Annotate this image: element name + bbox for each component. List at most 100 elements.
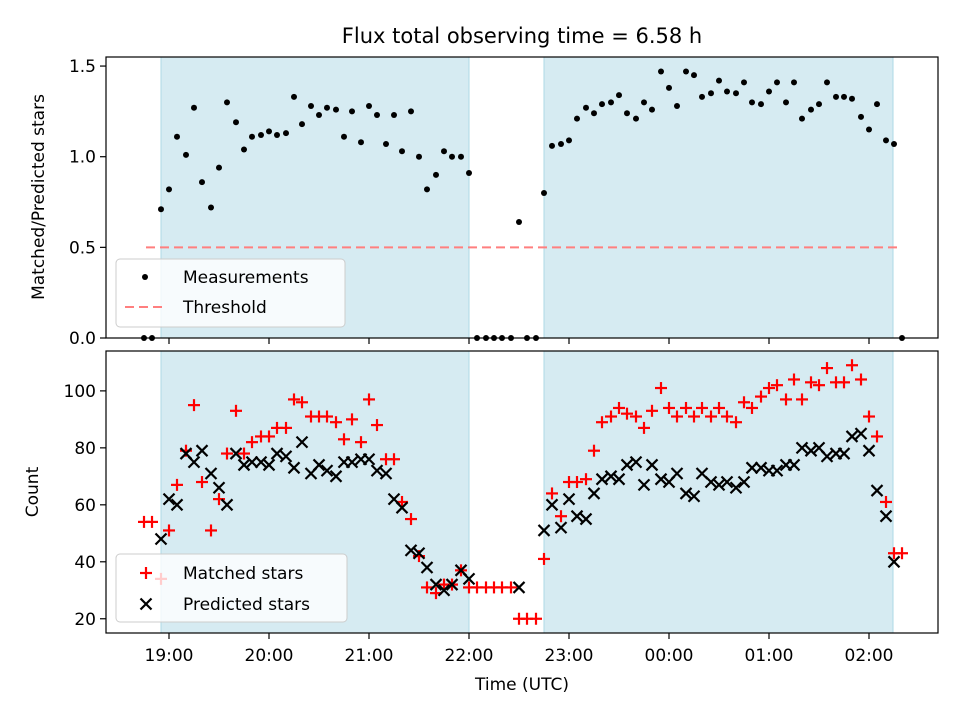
bottom-y-axis: 20 40 60 80 100 — [64, 382, 106, 630]
measurement-point — [366, 102, 372, 109]
measurement-point — [266, 128, 272, 135]
predicted-star-point — [295, 435, 309, 449]
predicted-star-point — [512, 581, 526, 594]
measurement-point — [716, 77, 722, 84]
predicted-star-point — [729, 481, 743, 495]
predicted-star-point — [329, 470, 343, 483]
matched-star-point — [821, 362, 833, 375]
matched-star-point — [246, 436, 258, 449]
matched-star-point — [163, 524, 175, 537]
matched-star-point — [730, 416, 742, 429]
predicted-star-point — [229, 447, 243, 460]
measurement-point — [299, 121, 305, 128]
measurement-point — [866, 126, 872, 133]
y-tick-label: 1.0 — [69, 148, 96, 168]
x-tick-label: 01:00 — [745, 646, 794, 666]
measurement-point — [424, 186, 430, 193]
measurement-point — [166, 186, 172, 193]
measurement-point — [741, 79, 747, 86]
measurement-point — [833, 93, 839, 100]
matched-star-point — [280, 421, 292, 434]
measurement-point — [733, 90, 739, 97]
measurement-point — [283, 130, 289, 137]
matched-star-point — [388, 453, 400, 466]
matched-star-point — [738, 396, 750, 409]
matched-star-point — [846, 359, 858, 372]
measurement-point — [641, 99, 647, 106]
matched-star-point — [580, 473, 592, 486]
predicted-star-point — [887, 555, 901, 569]
top-y-axis: 0.0 0.5 1.0 1.5 — [69, 57, 106, 349]
predicted-star-point — [545, 498, 559, 512]
y-tick-label: 80 — [74, 439, 96, 459]
matched-star-point — [646, 404, 658, 417]
measurement-point — [449, 153, 455, 160]
matched-star-point — [671, 410, 683, 423]
measurement-point — [433, 171, 439, 178]
measurement-point — [241, 146, 247, 153]
predicted-star-point — [279, 450, 293, 463]
matched-star-point — [238, 447, 250, 460]
predicted-star-point — [287, 461, 301, 475]
predicted-star-point — [237, 458, 251, 472]
measurement-point — [599, 101, 605, 108]
measurement-point — [391, 112, 397, 119]
matched-star-point — [655, 382, 667, 395]
predicted-star-point — [345, 455, 359, 469]
matched-star-point — [780, 393, 792, 406]
predicted-star-point — [204, 467, 218, 480]
measurement-point — [541, 189, 547, 196]
matched-star-point — [171, 478, 183, 491]
predicted-star-point — [845, 430, 859, 443]
matched-star-point — [705, 410, 717, 423]
y-tick-label: 40 — [74, 553, 96, 573]
measurement-point — [824, 79, 830, 86]
measurement-point — [783, 99, 789, 106]
matched-star-point — [788, 373, 800, 386]
shaded-region — [543, 56, 894, 339]
predicted-star-point — [629, 455, 643, 469]
predicted-star-point — [320, 464, 334, 477]
count-scatter — [138, 359, 908, 625]
measurement-point — [791, 79, 797, 86]
predicted-star-point — [720, 475, 734, 489]
measurement-point — [408, 108, 414, 115]
measurement-point — [516, 218, 522, 225]
measurement-point — [358, 139, 364, 146]
measurement-point — [233, 119, 239, 126]
ratio-scatter — [141, 68, 905, 341]
measurement-point — [341, 133, 347, 140]
matched-star-point — [371, 419, 383, 432]
predicted-star-point — [395, 501, 409, 514]
matched-star-point — [663, 401, 675, 414]
matched-star-point — [363, 393, 375, 406]
matched-star-point — [680, 401, 692, 414]
measurement-point — [633, 115, 639, 122]
predicted-star-point — [170, 498, 184, 512]
measurement-point — [891, 141, 897, 148]
measurement-point — [649, 106, 655, 113]
measurement-point — [333, 106, 339, 113]
measurement-point — [458, 153, 464, 160]
matched-star-point — [538, 552, 550, 565]
measurement-point — [466, 170, 472, 177]
matched-star-point — [338, 433, 350, 446]
predicted-star-point — [254, 455, 268, 469]
bottom-panel-frame — [105, 350, 939, 634]
matched-star-point — [346, 413, 358, 426]
predicted-star-point — [770, 464, 784, 477]
matched-star-point — [880, 495, 892, 508]
predicted-star-point — [562, 492, 576, 506]
matched-star-point — [221, 447, 233, 460]
predicted-star-point — [195, 444, 209, 457]
measurement-point — [774, 79, 780, 86]
matched-star-point — [330, 416, 342, 429]
y-tick-label: 20 — [74, 610, 96, 630]
measurement-point — [708, 90, 714, 97]
bottom-y-axis-label: Count — [23, 466, 43, 517]
measurement-point — [574, 115, 580, 122]
matched-star-point — [596, 416, 608, 429]
predicted-star-point — [637, 478, 651, 492]
predicted-star-point — [620, 458, 634, 472]
legend-box — [115, 553, 348, 623]
